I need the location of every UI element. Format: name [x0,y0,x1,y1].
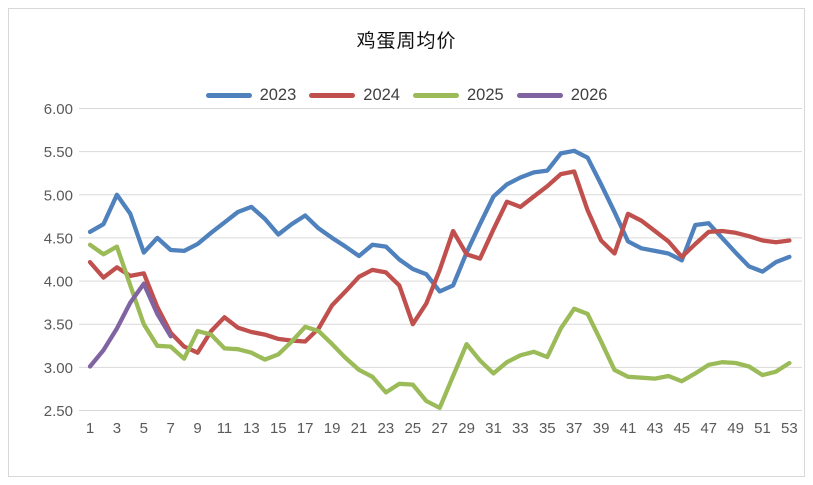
x-axis-tick-label: 41 [620,420,637,437]
legend-label-2023: 2023 [259,86,297,104]
x-axis-tick-label: 39 [593,420,610,437]
x-axis-tick-label: 15 [270,420,287,437]
legend-item-2024: 2024 [309,86,400,105]
legend-label-2026: 2026 [570,86,608,104]
y-axis-tick-label: 5.50 [44,144,73,161]
series-line-2026 [87,281,173,369]
legend: 2023 2024 2025 2026 [0,86,813,105]
y-axis-tick-label: 4.50 [44,230,73,247]
x-axis-tick-label: 51 [754,420,771,437]
y-axis-tick-label: 6.00 [44,101,73,118]
x-axis-tick-label: 23 [378,420,395,437]
x-axis-tick-label: 11 [217,420,233,437]
y-axis-tick-label: 2.50 [44,403,73,420]
x-axis-tick-label: 5 [140,420,148,437]
x-axis-tick-label: 9 [193,420,201,437]
x-axis-tick-label: 45 [673,420,690,437]
series-line-2025 [87,242,792,411]
legend-line-swatch-2026 [516,93,563,98]
x-axis-tick-label: 3 [113,420,121,437]
legend-line-swatch-2024 [309,93,356,98]
x-axis-tick-label: 1 [86,420,94,437]
legend-label-2025: 2025 [467,86,504,104]
series-line-2023 [87,148,792,294]
series-line-2024 [87,169,792,355]
legend-item-2025: 2025 [413,86,504,105]
y-axis-tick-label: 3.50 [44,317,73,334]
x-axis-tick-label: 47 [700,420,717,437]
x-axis-tick-label: 33 [512,420,529,437]
x-axis-tick-label: 25 [404,420,421,437]
x-axis-tick-label: 31 [485,420,502,437]
x-axis-tick-label: 35 [539,420,556,437]
legend-item-2026: 2026 [516,86,608,105]
x-axis-tick-label: 19 [324,420,341,437]
legend-line-swatch-2025 [413,93,459,98]
x-axis-tick-label: 49 [727,420,744,437]
x-axis-tick-label: 53 [781,420,798,437]
legend-item-2023: 2023 [205,86,297,105]
x-axis-tick-label: 27 [431,420,448,437]
y-axis-tick-label: 3.00 [44,360,73,377]
x-axis-tick-label: 7 [167,420,175,437]
x-axis-tick-label: 13 [243,420,260,437]
chart-title: 鸡蛋周均价 [356,30,457,52]
y-axis-tick-label: 5.00 [44,187,73,204]
x-axis-tick-label: 21 [351,420,368,437]
x-axis-tick-label: 17 [297,420,314,437]
x-axis-tick-label: 29 [458,420,475,437]
legend-label-2024: 2024 [363,86,400,104]
x-axis-tick-label: 37 [566,420,583,437]
legend-line-swatch-2023 [205,93,252,98]
y-axis-tick-label: 4.00 [44,274,73,291]
x-axis-tick-label: 43 [647,420,664,437]
